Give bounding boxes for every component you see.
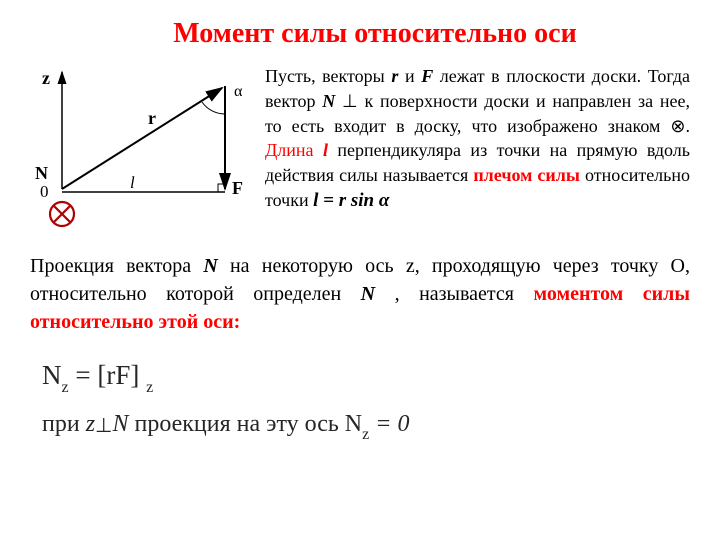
z-label: z xyxy=(42,68,50,88)
f-label: F xyxy=(232,178,243,198)
zero-label: 0 xyxy=(40,182,49,201)
formula-nz: Nz = [rF] z xyxy=(42,360,690,395)
paragraph-1: Пусть, векторы r и F лежат в плоскости д… xyxy=(265,64,690,244)
formula-condition: при z ⊥ N проекция на эту ось Nz = 0 xyxy=(42,411,690,442)
moment-diagram: z α r N 0 l F xyxy=(30,64,255,244)
alpha-label: α xyxy=(234,83,243,100)
r-vector xyxy=(62,88,222,189)
formula-inline: l = r sin α xyxy=(313,190,389,211)
top-row: z α r N 0 l F Пусть, векторы r и F лежат… xyxy=(30,64,690,244)
l-label: l xyxy=(130,173,135,192)
page-title: Момент силы относительно оси xyxy=(60,18,690,50)
alpha-arc xyxy=(202,102,225,114)
n-label: N xyxy=(35,163,48,183)
paragraph-2: Проекция вектора N на некоторую ось z, п… xyxy=(30,252,690,336)
formula-block: Nz = [rF] z при z ⊥ N проекция на эту ос… xyxy=(42,360,690,442)
r-label: r xyxy=(148,108,156,128)
